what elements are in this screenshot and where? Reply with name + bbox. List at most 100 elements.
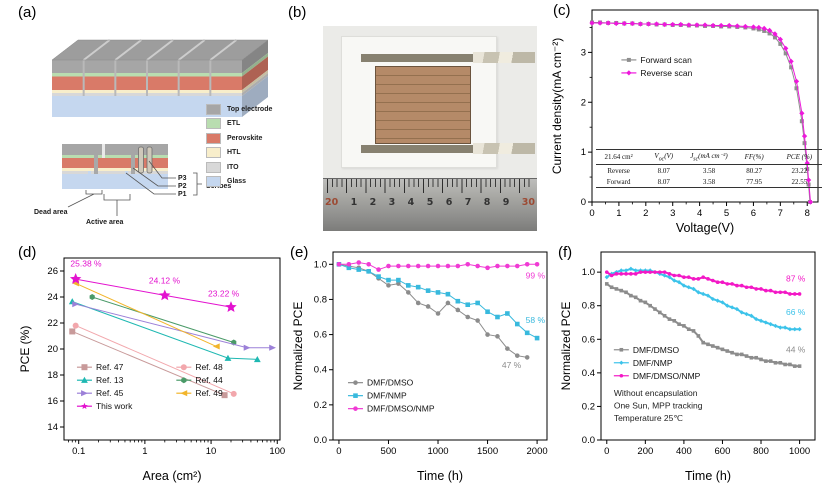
svg-text:0: 0 [336, 446, 341, 457]
svg-text:800: 800 [753, 446, 769, 457]
svg-text:0.0: 0.0 [582, 435, 595, 446]
chart-canvas-c: 0 1 2 3 4 5 6 7 8 0 1 2 3 Forward scan Reverse scan Vol… [550, 9, 819, 235]
panel-c: (c) 0 1 2 3 4 5 6 7 8 0 1 2 3 Forward scan Reverse sca… [548, 0, 830, 242]
note-line: One Sun, MPP tracking [614, 400, 703, 410]
svg-text:20: 20 [47, 344, 58, 355]
ruler-number: 2 [369, 197, 377, 208]
layer-swatch [206, 132, 221, 144]
legend-label: Reverse scan [640, 68, 692, 78]
legend-label: DMF/NMP [367, 391, 407, 401]
annotation: 44 % [786, 345, 806, 355]
pce-area-chart: 0.1 1 10 100 14 16 18 20 22 24 26 Ref. 47 Ref. 48 Ref… [18, 242, 290, 486]
y-axis-label: PCE (%) [18, 326, 32, 373]
legend-label: This work [96, 401, 133, 411]
dead-area-label: Dead area [34, 209, 68, 216]
series-Ref. 44 [92, 296, 234, 343]
svg-text:0.6: 0.6 [582, 334, 595, 345]
annotation: 23.22 % [208, 288, 240, 298]
svg-text:5: 5 [724, 208, 729, 219]
svg-text:1500: 1500 [477, 446, 498, 457]
y-axis-label: Current density(mA cm⁻²) [550, 38, 564, 174]
table-cell: 3.58 [702, 166, 716, 175]
panel-e: (e) 0 500 1000 1500 2000 0.0 0.2 0.4 0.6 0.8 1.0 DM… [285, 242, 560, 488]
svg-text:0.2: 0.2 [582, 401, 595, 412]
ruler-cm-ticks [327, 179, 533, 193]
svg-text:24: 24 [47, 292, 58, 303]
annotation: 47 % [502, 360, 522, 370]
table-header: Jsc(mA cm⁻²) [690, 151, 728, 162]
annotation: 99 % [526, 270, 546, 280]
annotation: 66 % [786, 307, 806, 317]
ruler-number: 4 [407, 197, 415, 208]
svg-text:600: 600 [715, 446, 731, 457]
annotation: 87 % [786, 273, 806, 283]
ruler-number: 1 [350, 197, 358, 208]
layer-label: ITO [227, 163, 239, 171]
svg-text:1000: 1000 [427, 446, 448, 457]
stability-chart: 0 500 1000 1500 2000 0.0 0.2 0.4 0.6 0.8 1.0 DMF/DM… [291, 242, 559, 486]
table-cell: 22.55 [791, 177, 808, 186]
table-header: PCE (%) [786, 153, 813, 162]
panel-e-label: (e) [290, 244, 309, 261]
svg-text:0.1: 0.1 [72, 446, 85, 457]
layer-swatch [206, 176, 221, 188]
panel-b-label: (b) [288, 4, 307, 21]
svg-text:400: 400 [676, 446, 692, 457]
chart-canvas-d: 0.1 1 10 100 14 16 18 20 22 24 26 Ref. 47 Ref. 48 Ref… [18, 257, 285, 483]
ruler-number: 9 [502, 197, 510, 208]
top-electrode-strip [361, 54, 477, 62]
layer-label: Perovskite [227, 134, 263, 142]
svg-text:0: 0 [581, 197, 586, 208]
svg-text:8: 8 [805, 208, 810, 219]
legend-label: Ref. 44 [195, 375, 223, 385]
legend-label: Ref. 47 [96, 362, 124, 372]
p3-label: P3 [178, 175, 187, 182]
bottom-electrode-strip [361, 145, 477, 153]
svg-text:0.2: 0.2 [314, 400, 327, 411]
note-line: Without encapsulation [614, 388, 698, 398]
legend-label: DMF/DMSO [367, 378, 414, 388]
svg-text:3: 3 [670, 208, 675, 219]
svg-text:1000: 1000 [789, 446, 810, 457]
svg-text:14: 14 [47, 422, 58, 433]
table-cell: Forward [606, 177, 631, 186]
y-axis-label: Normalized PCE [559, 302, 573, 391]
annotation: 25.38 % [70, 258, 102, 268]
svg-text:1.0: 1.0 [314, 259, 327, 270]
table-cell: 8.07 [657, 177, 670, 186]
ruler-number: 3 [388, 197, 396, 208]
panel-c-label: (c) [553, 2, 571, 19]
layer-legend-item-htl: HTL [206, 146, 272, 161]
svg-text:500: 500 [381, 446, 397, 457]
ruler-number: 7 [464, 197, 472, 208]
ruler-numbers: 20 1 2 3 4 5 6 7 8 9 30 [325, 197, 535, 208]
table-header: Voc(V) [654, 151, 674, 162]
legend-label: DMF/DMSO/NMP [633, 371, 701, 381]
svg-text:0.0: 0.0 [314, 435, 327, 446]
legend-label: Ref. 13 [96, 375, 124, 385]
legend-label: Ref. 45 [96, 388, 124, 398]
svg-text:16: 16 [47, 396, 58, 407]
legend-label: DMF/NMP [633, 358, 673, 368]
layer-swatch [206, 147, 221, 159]
svg-text:10: 10 [206, 446, 217, 457]
series-Ref. 45 [75, 303, 273, 349]
svg-text:1: 1 [616, 208, 621, 219]
chart-canvas-f: 0 200 400 600 800 1000 0.0 0.2 0.4 0.6 0.8 1.0 DMF/D… [559, 251, 816, 483]
ruler-number: 8 [483, 197, 491, 208]
table-cell: 8.07 [657, 166, 670, 175]
panel-b: (b) 20 1 2 3 4 5 6 7 8 9 30 [285, 0, 545, 240]
series-DMF/DMSO [338, 263, 528, 358]
annotation: 24.12 % [149, 275, 181, 285]
x-axis-label: Time (h) [417, 469, 463, 483]
y-axis-label: Normalized PCE [291, 302, 305, 391]
legend-label: DMF/DMSO/NMP [367, 404, 435, 414]
table-cell: 77.95 [746, 177, 763, 186]
panel-f-label: (f) [558, 244, 573, 261]
ruler-number: 20 [325, 197, 339, 208]
svg-text:3: 3 [581, 47, 586, 58]
layer-label: ETL [227, 120, 241, 128]
legend-label: Ref. 48 [195, 362, 223, 372]
svg-text:100: 100 [269, 446, 285, 457]
annotation: 58 % [526, 315, 546, 325]
